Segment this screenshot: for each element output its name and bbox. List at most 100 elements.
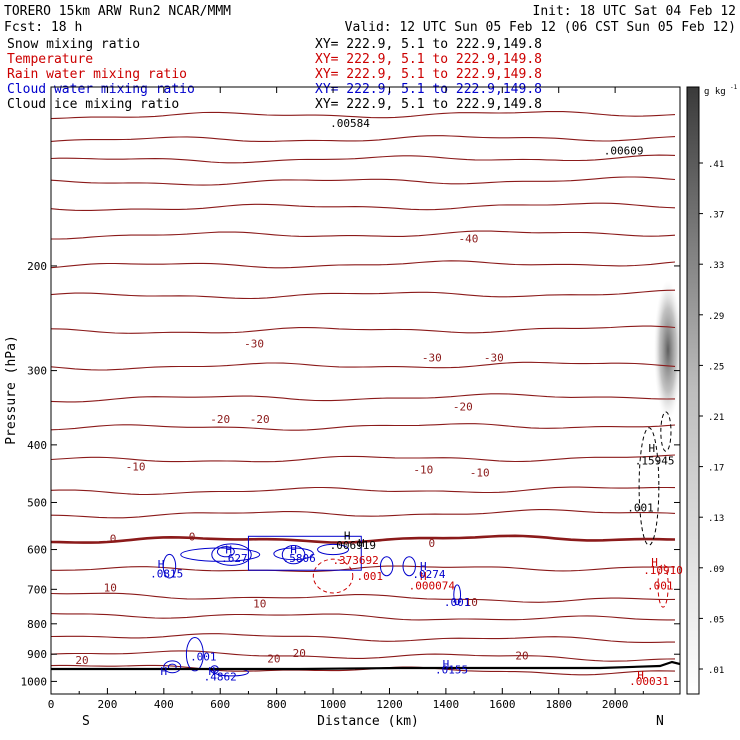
temperature-contour [51,361,676,371]
x-tick-label: 0 [48,698,55,711]
colorbar-tick-label: .09 [708,565,724,575]
hydrometeor-contour [638,427,660,546]
temperature-contours [51,110,676,676]
x-axis: 0 200 400 600 800 1000 1200 1400 1600 1800 2000 [48,87,644,711]
contour-label: .15945 [635,455,675,468]
colorbar-tick-label: .25 [708,362,724,372]
contour-label: .001 [627,502,654,515]
temperature-contour [51,664,676,676]
x-tick-label: 800 [267,698,287,711]
hydrometeor-contour [273,547,314,561]
contour-label: -30 [422,351,442,364]
cloud-water-contour-box [247,535,362,571]
temperature-contour [51,423,676,431]
contour-label: H [420,560,427,573]
contour-label: -10 [126,461,146,474]
temperature-contour [51,454,676,463]
temperature-contour [51,110,676,120]
contour-label: H [208,665,215,678]
hydrometeor-contour [163,660,182,674]
y-tick-label: 300 [27,365,47,378]
x-tick-label: 1800 [545,698,572,711]
contour-label: H [161,665,168,678]
contour-label: .10910 [643,564,683,577]
temperature-contour [51,154,676,164]
contour-label: H [651,556,658,569]
contour-label: -10 [470,466,490,479]
hydrometeor-contour [379,556,394,577]
colorbar-tick-label: .33 [708,261,724,271]
contour-label: H [420,570,427,583]
temperature-contour [51,202,676,211]
hydrometeor-contour [211,543,252,566]
temperature-contour [51,289,676,300]
contour-label: .0274 [412,568,445,581]
y-tick-label: 200 [27,260,47,273]
temperature-contour [51,534,676,544]
contour-label: .001 [647,580,674,593]
temperature-contour [51,325,676,334]
legend-label-cloud-ice: Cloud ice mixing ratio [7,97,179,112]
field-legend: Snow mixing ratio XY= 222.9, 5.1 to 222.… [7,37,542,112]
contour-label: 0 [189,530,196,543]
contour-label: .627 [221,552,248,565]
contour-label: -10 [413,463,433,476]
contour-label: .001 [190,650,217,663]
contour-label: .4862 [204,671,237,684]
x-axis-south-label: S [82,714,90,729]
contour-label: 20 [267,652,280,665]
contour-label: 0 [428,537,435,550]
legend-label-snow: Snow mixing ratio [7,37,140,52]
colorbar-tick-label: .41 [708,160,724,170]
contour-label: 10 [104,581,117,594]
hydrometeor-contour [402,556,416,577]
temperature-contour [51,509,676,519]
legend-label-temperature: Temperature [7,52,93,67]
valid-time: Valid: 12 UTC Sun 05 Feb 12 (06 CST Sun … [345,20,736,35]
hydrometeor-contour [185,637,204,672]
contour-label: -20 [453,401,473,414]
y-tick-label: 400 [27,439,47,452]
contour-label: .001 [444,596,471,609]
y-tick-label: 600 [27,544,47,557]
colorbar-unit: g kg [704,87,726,97]
colorbar-tick-label: .13 [708,514,724,524]
hydrometeor-contour [317,543,350,556]
hydrometeor-contour [660,411,672,452]
contour-label: -40 [459,233,479,246]
contour-label: 0 [110,533,117,546]
x-axis-title: Distance (km) [317,714,419,729]
temperature-contour [51,135,676,142]
hydrometeor-contour [312,558,354,594]
temperature-contour [51,260,676,269]
x-tick-label: 1000 [320,698,347,711]
y-tick-label: 1000 [21,675,48,688]
temperature-contour [51,633,675,643]
x-tick-label: 400 [154,698,174,711]
legend-xy-cloud-water: XY= 222.9, 5.1 to 222.9,149.8 [315,82,542,97]
temperature-contour [51,230,676,240]
legend-label-rain: Rain water mixing ratio [7,67,187,82]
contour-label: H [225,544,232,557]
legend-xy-temperature: XY= 222.9, 5.1 to 222.9,149.8 [315,52,542,67]
y-tick-label: 500 [27,496,47,509]
y-tick-label: 800 [27,618,47,631]
contour-label: 20 [293,647,306,660]
init-time: Init: 18 UTC Sat 04 Feb 12 [533,4,737,19]
temperature-contour [51,613,675,621]
colorbar-tick-label: .37 [708,211,724,221]
x-tick-label: 200 [97,698,117,711]
temperature-contour [51,176,676,186]
x-axis-north-label: N [656,714,664,729]
contour-label: H [358,537,365,550]
contour-label: .006919 [330,539,376,552]
y-tick-label: 700 [27,583,47,596]
y-axis-title: Pressure (hPa) [4,335,19,445]
contour-label: 20 [75,654,88,667]
temperature-contour [51,592,676,603]
contour-label: .00031 [629,675,669,688]
x-tick-label: 1400 [433,698,460,711]
temperature-contour [51,565,676,572]
x-tick-label: 2000 [602,698,629,711]
